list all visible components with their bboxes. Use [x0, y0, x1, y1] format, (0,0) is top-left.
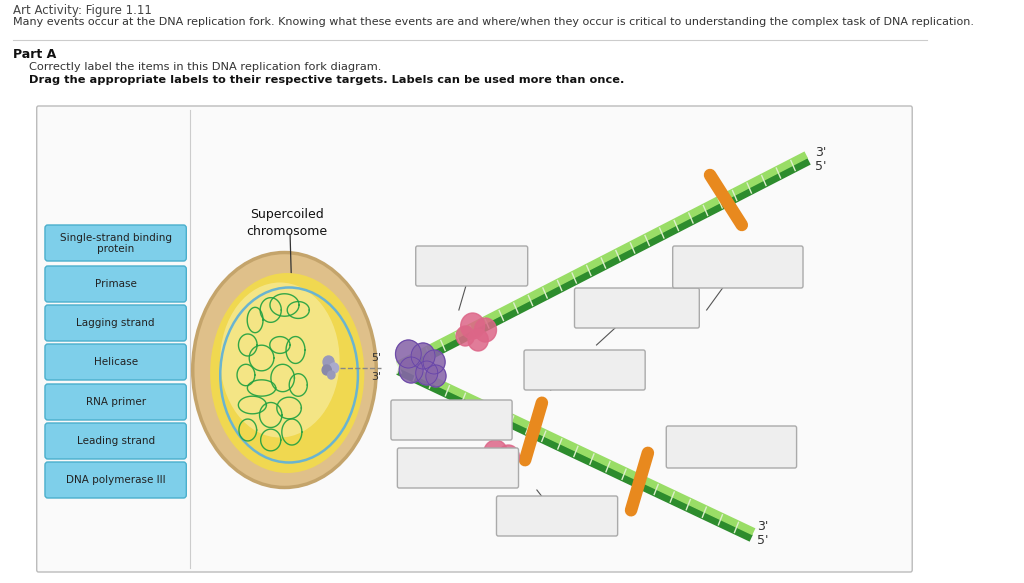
Circle shape: [323, 356, 334, 368]
Text: Part A: Part A: [13, 48, 56, 61]
Ellipse shape: [193, 252, 376, 487]
FancyBboxPatch shape: [45, 344, 186, 380]
Circle shape: [328, 371, 335, 379]
Circle shape: [412, 343, 435, 369]
Text: 5': 5': [815, 160, 826, 173]
FancyBboxPatch shape: [524, 350, 645, 390]
Text: DNA polymerase III: DNA polymerase III: [66, 475, 166, 485]
FancyBboxPatch shape: [45, 384, 186, 420]
Text: 5': 5': [757, 533, 769, 546]
Circle shape: [474, 318, 497, 342]
FancyBboxPatch shape: [397, 448, 518, 488]
FancyBboxPatch shape: [45, 266, 186, 302]
FancyBboxPatch shape: [667, 426, 797, 468]
Text: Leading strand: Leading strand: [77, 436, 155, 446]
Text: 3': 3': [372, 372, 382, 382]
Text: Drag the appropriate labels to their respective targets. Labels can be used more: Drag the appropriate labels to their res…: [30, 75, 625, 85]
Text: 3': 3': [757, 521, 768, 533]
Text: RNA primer: RNA primer: [86, 397, 145, 407]
Circle shape: [423, 350, 445, 374]
FancyBboxPatch shape: [497, 496, 617, 536]
FancyBboxPatch shape: [45, 462, 186, 498]
Circle shape: [490, 456, 511, 478]
Circle shape: [479, 453, 498, 473]
Circle shape: [323, 365, 332, 375]
Circle shape: [426, 365, 446, 387]
Circle shape: [395, 340, 421, 368]
FancyBboxPatch shape: [673, 246, 803, 288]
Circle shape: [468, 329, 488, 351]
Text: 5': 5': [372, 353, 382, 363]
Circle shape: [461, 313, 484, 339]
FancyBboxPatch shape: [45, 305, 186, 341]
Circle shape: [498, 445, 519, 469]
Text: Many events occur at the DNA replication fork. Knowing what these events are and: Many events occur at the DNA replication…: [13, 17, 974, 27]
Text: Helicase: Helicase: [93, 357, 137, 367]
FancyBboxPatch shape: [574, 288, 699, 328]
Text: Correctly label the items in this DNA replication fork diagram.: Correctly label the items in this DNA re…: [30, 62, 382, 72]
Text: Art Activity: Figure 1.11: Art Activity: Figure 1.11: [13, 4, 152, 17]
FancyBboxPatch shape: [45, 423, 186, 459]
Circle shape: [399, 357, 423, 383]
Text: Single-strand binding: Single-strand binding: [59, 233, 172, 243]
FancyBboxPatch shape: [37, 106, 912, 572]
Ellipse shape: [220, 283, 340, 437]
FancyBboxPatch shape: [391, 400, 512, 440]
Text: Lagging strand: Lagging strand: [77, 318, 155, 328]
Circle shape: [416, 361, 437, 385]
Circle shape: [456, 326, 474, 346]
FancyBboxPatch shape: [416, 246, 527, 286]
Ellipse shape: [210, 273, 365, 473]
Circle shape: [330, 363, 339, 373]
Text: 3': 3': [815, 146, 826, 160]
FancyBboxPatch shape: [45, 225, 186, 261]
Text: Supercoiled
chromosome: Supercoiled chromosome: [247, 208, 328, 238]
Circle shape: [483, 440, 508, 466]
Text: protein: protein: [97, 244, 134, 254]
Text: Primase: Primase: [94, 279, 136, 289]
